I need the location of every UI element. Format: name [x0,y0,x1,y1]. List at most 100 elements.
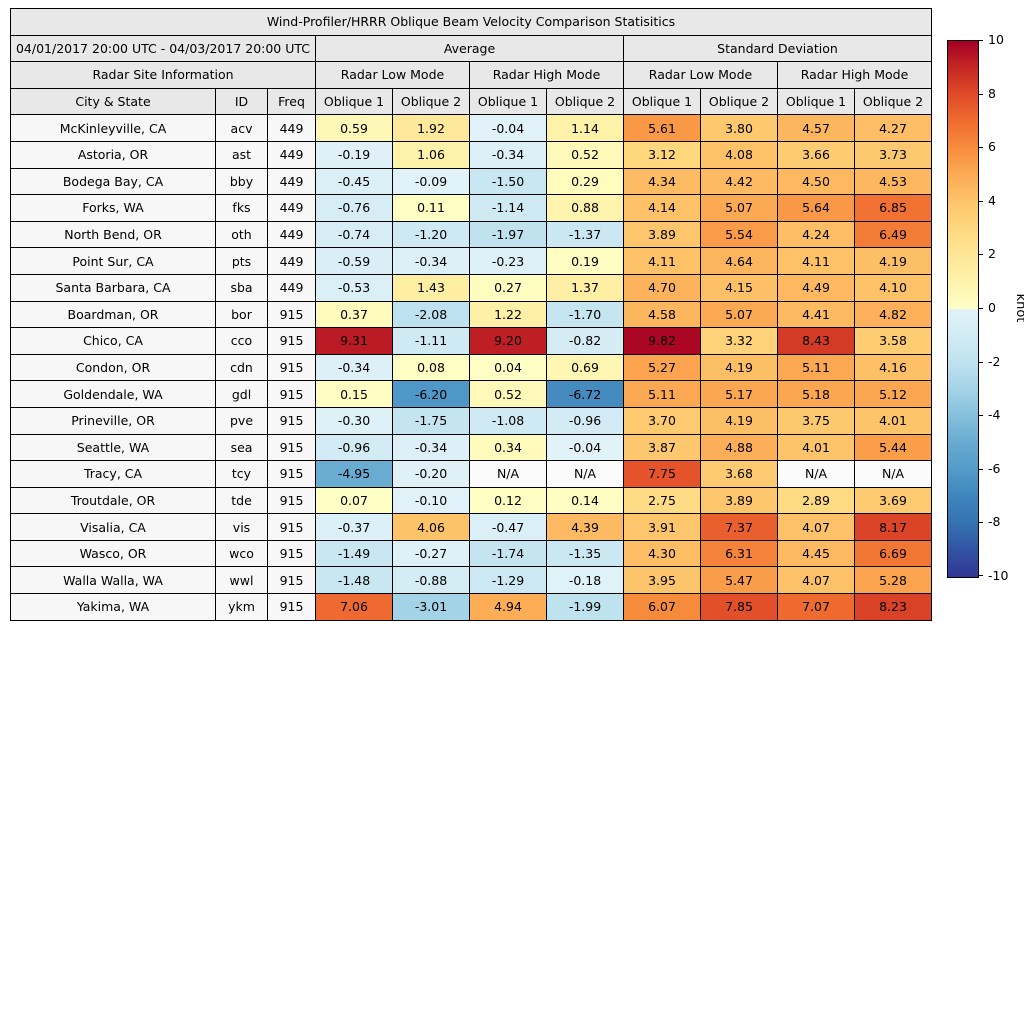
value-cell: 3.89 [623,220,701,249]
colorbar-tick [978,40,983,41]
value-cell: 4.01 [854,406,932,435]
col-header-std-low-oblique1: Oblique 1 [623,87,701,116]
value-cell: 3.89 [700,486,778,515]
value-cell: 4.16 [854,353,932,382]
freq-cell: 449 [267,167,316,196]
colorbar-tick [978,522,983,524]
value-cell: 3.66 [777,140,855,169]
value-cell: -0.27 [392,539,470,568]
value-cell: 6.31 [700,539,778,568]
colorbar-unit-label: knot [1013,293,1024,323]
table-row: Astoria, OR ast 449 -0.19 1.06 -0.34 0.52 3.12 4… [10,140,932,169]
site-id-cell: cdn [215,353,268,382]
site-id-cell: wwl [215,566,268,595]
freq-cell: 915 [267,300,316,329]
value-cell: 5.18 [777,380,855,408]
value-cell: 5.07 [700,194,778,222]
value-cell: -1.97 [469,220,547,249]
value-cell: 6.49 [854,220,932,249]
colorbar-tick-label: 8 [988,85,996,101]
mode-header-std-low: Radar Low Mode [623,61,778,89]
city-cell: Point Sur, CA [10,247,216,275]
stats-table: Wind-Profiler/HRRR Oblique Beam Velocity… [10,8,932,621]
value-cell: 4.24 [777,220,855,249]
value-cell: -6.20 [392,380,470,408]
value-cell: 1.43 [392,273,470,302]
table-row: Forks, WA fks 449 -0.76 0.11 -1.14 0.88 4.14 5.0… [10,194,932,222]
table-row: Goldendale, WA gdl 915 0.15 -6.20 0.52 -6.72 5.… [10,380,932,408]
value-cell: 5.44 [854,433,932,462]
colorbar-tick [978,468,983,470]
city-cell: Troutdale, OR [10,486,216,515]
period-cell: 04/01/2017 20:00 UTC - 04/03/2017 20:00 … [10,34,316,63]
value-cell: -1.75 [392,406,470,435]
table-title: Wind-Profiler/HRRR Oblique Beam Velocity… [10,8,932,36]
value-cell: -0.37 [315,513,393,541]
value-cell: -1.49 [315,539,393,568]
freq-cell: 915 [267,353,316,382]
colorbar-tick [978,361,983,363]
city-cell: Visalia, CA [10,513,216,541]
site-id-cell: vis [215,513,268,541]
value-cell: -0.82 [546,327,624,355]
value-cell: -1.20 [392,220,470,249]
value-cell: -0.34 [392,433,470,462]
site-id-cell: tcy [215,460,268,488]
site-id-cell: ast [215,140,268,169]
value-cell: -1.48 [315,566,393,595]
table-row: Bodega Bay, CA bby 449 -0.45 -0.09 -1.50 0.29 4… [10,167,932,196]
value-cell: -1.29 [469,566,547,595]
site-id-cell: gdl [215,380,268,408]
table-row: Prineville, OR pve 915 -0.30 -1.75 -1.08 -0.96… [10,406,932,435]
freq-cell: 449 [267,194,316,222]
colorbar-tick-label: -8 [988,514,1001,530]
city-cell: Prineville, OR [10,406,216,435]
site-id-cell: sba [215,273,268,302]
value-cell: 4.94 [469,593,547,621]
city-cell: Bodega Bay, CA [10,167,216,196]
col-header-std-low-oblique2: Oblique 2 [700,87,778,116]
site-id-cell: pve [215,406,268,435]
colorbar-tick-label: -10 [988,568,1009,583]
site-id-cell: wco [215,539,268,568]
freq-cell: 449 [267,247,316,275]
value-cell: 1.14 [546,114,624,142]
table-row: Point Sur, CA pts 449 -0.59 -0.34 -0.23 0.19 4.… [10,247,932,275]
freq-cell: 915 [267,593,316,621]
colorbar-tick-label: -6 [988,460,1001,476]
site-id-cell: cco [215,327,268,355]
table-row: McKinleyville, CA acv 449 0.59 1.92 -0.04 1.14… [10,114,932,142]
value-cell: 3.69 [854,486,932,515]
value-cell: 4.41 [777,300,855,329]
value-cell: 1.06 [392,140,470,169]
value-cell: -0.96 [546,406,624,435]
value-cell: -0.47 [469,513,547,541]
value-cell: 0.29 [546,167,624,196]
mode-header-avg-low: Radar Low Mode [315,61,470,89]
value-cell: 7.37 [700,513,778,541]
col-header-avg-high-oblique1: Oblique 1 [469,87,547,116]
value-cell: -1.11 [392,327,470,355]
value-cell: 0.11 [392,194,470,222]
value-cell: -0.88 [392,566,470,595]
value-cell: 0.07 [315,486,393,515]
site-id-cell: fks [215,194,268,222]
value-cell: 0.37 [315,300,393,329]
value-cell: 4.30 [623,539,701,568]
col-header-freq: Freq [267,87,316,116]
value-cell: 3.91 [623,513,701,541]
value-cell: 4.58 [623,300,701,329]
value-cell: -0.18 [546,566,624,595]
value-cell: -1.70 [546,300,624,329]
value-cell: 4.42 [700,167,778,196]
value-cell: 5.54 [700,220,778,249]
freq-cell: 915 [267,566,316,595]
value-cell: -1.08 [469,406,547,435]
col-header-avg-high-oblique2: Oblique 2 [546,87,624,116]
table-row: Boardman, OR bor 915 0.37 -2.08 1.22 -1.70 4.58… [10,300,932,329]
value-cell: 9.82 [623,327,701,355]
value-cell: 5.11 [777,353,855,382]
column-header-row: City & State ID Freq Oblique 1 Oblique 2… [10,87,932,116]
city-cell: Wasco, OR [10,539,216,568]
